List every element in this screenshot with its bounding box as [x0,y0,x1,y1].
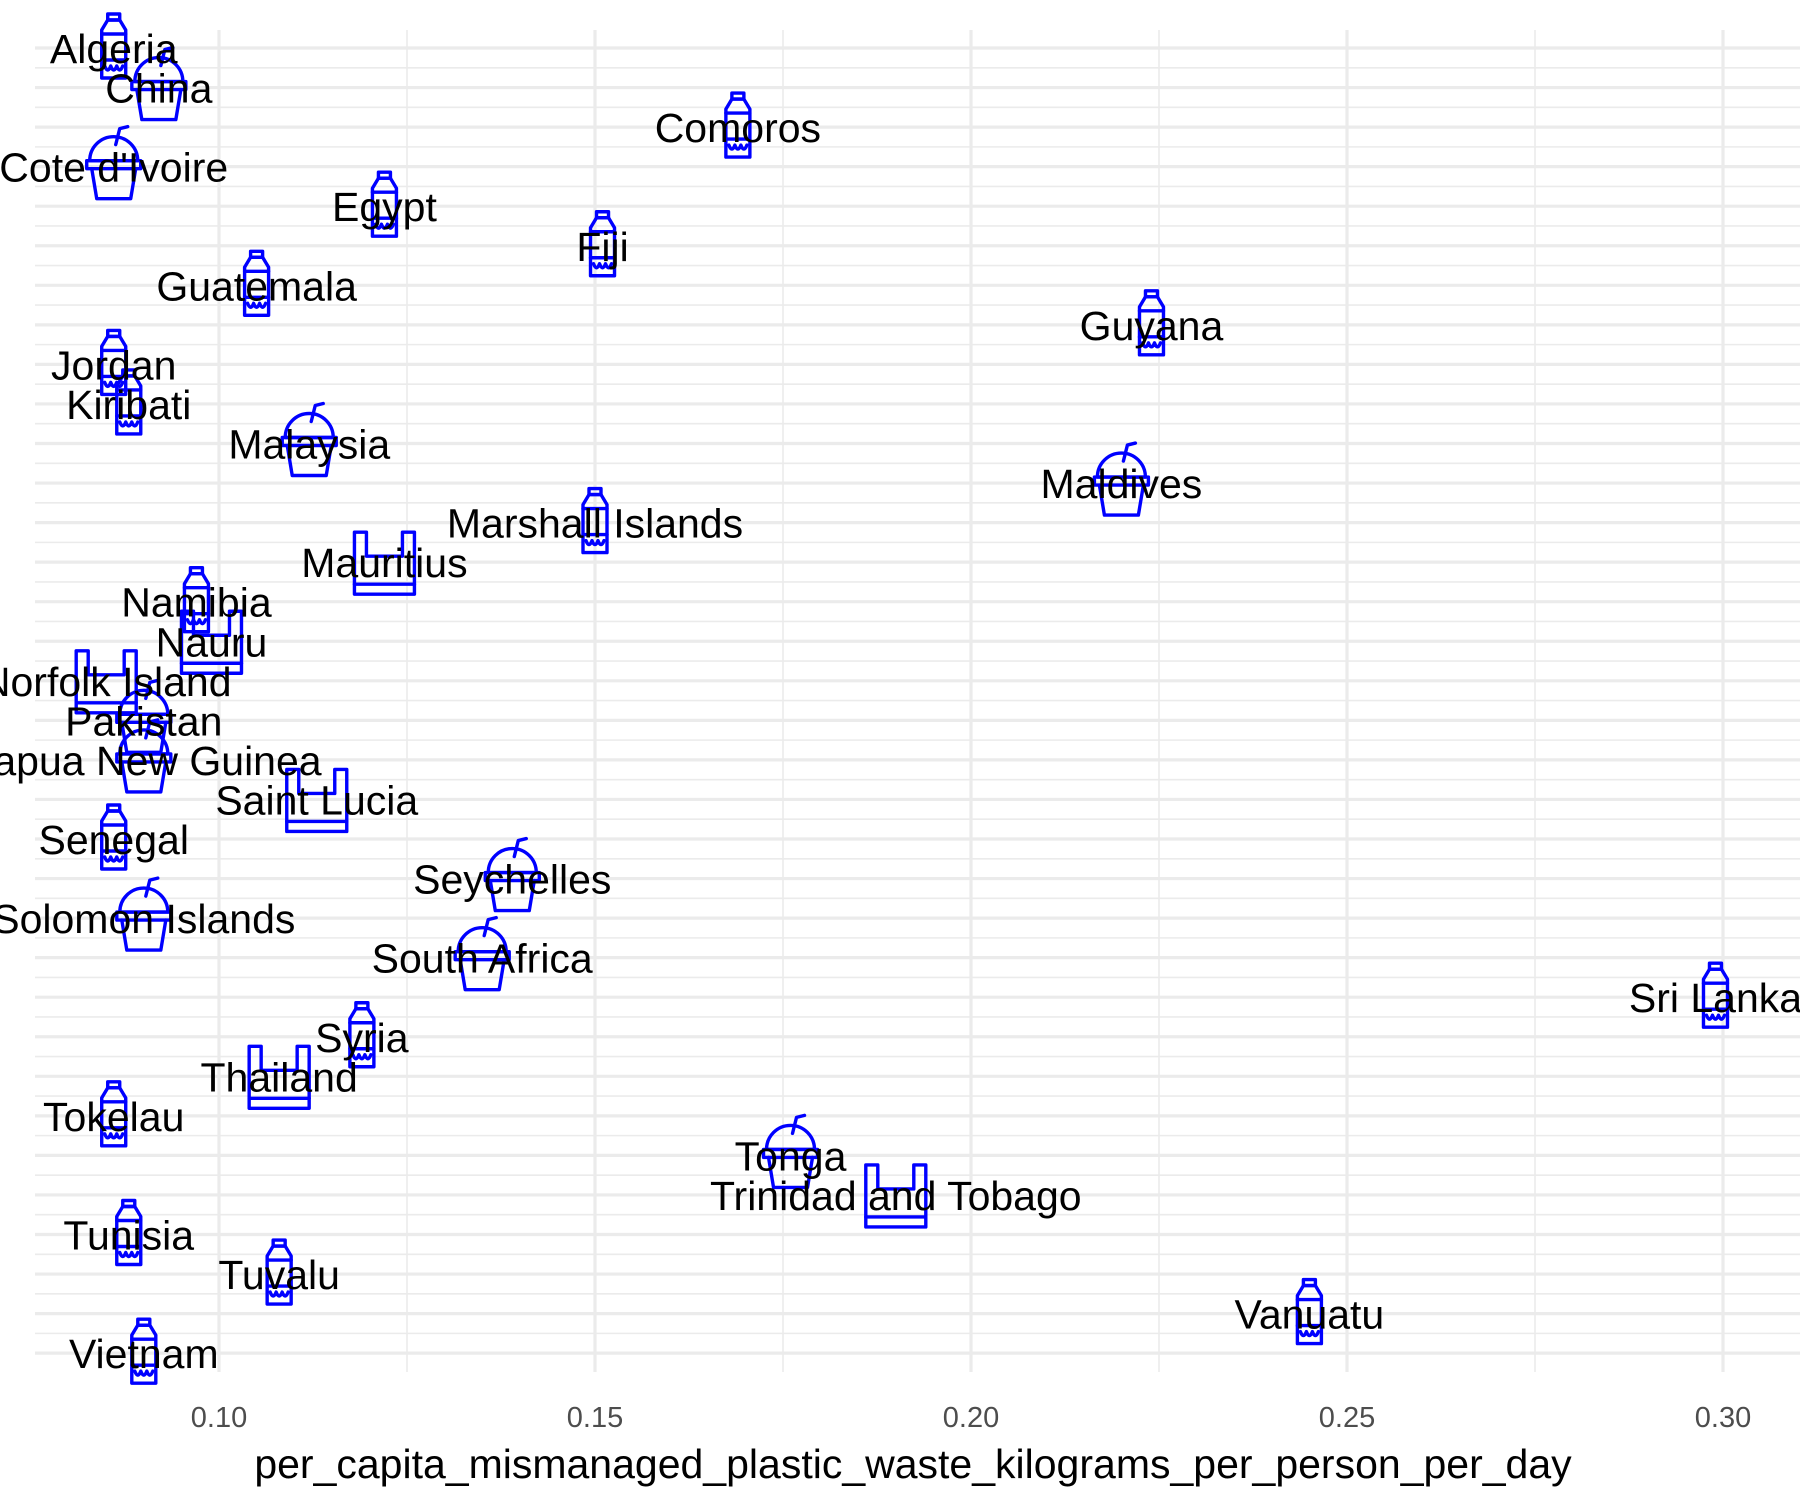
point-label: Cote d'Ivoire [0,145,228,191]
bottle-icon [724,91,752,159]
bottle-icon [242,249,271,317]
point-label: Vietnam [69,1331,219,1377]
bottle-icon [100,328,128,397]
point-label: Maldives [1041,461,1203,507]
cup-icon [85,124,143,201]
bottle-icon [370,170,399,238]
bottle-icon [1701,961,1730,1029]
bottle-icon [348,1001,376,1069]
cup-icon [1092,441,1151,517]
x-tick-label: 0.10 [191,1402,247,1434]
cup-icon [453,915,511,992]
bottle-icon [115,1198,143,1267]
point-label: Papua New Guinea [0,738,322,784]
bag-icon [864,1163,928,1229]
point-label: Tunisia [63,1213,194,1259]
point-label: Seychelles [413,857,611,903]
cup-icon [115,718,173,794]
point-label: Tonga [735,1133,847,1179]
bag-icon [74,649,138,715]
cup-icon [280,401,338,478]
grid-layer [35,30,1800,1372]
bottle-icon [588,210,617,278]
point-label: Solomon Islands [0,896,295,942]
bag-icon [247,1044,311,1111]
bag-icon [285,767,349,834]
point-label: Norfolk Island [0,659,232,705]
point-label: Vanuatu [1235,1292,1385,1338]
bottle-icon [100,12,128,80]
bottle-icon [115,368,143,436]
bag-icon [179,609,244,675]
bottle-icon [265,1238,293,1306]
point-label: Algeria [50,26,178,72]
x-axis: 0.10 0.15 0.20 0.25 0.30 [191,1402,1751,1434]
point-label: Mauritius [301,540,467,586]
point-label: Saint Lucia [215,777,418,823]
cup-icon [130,45,188,122]
x-tick-label: 0.25 [1319,1402,1375,1434]
point-label: Thailand [201,1054,358,1100]
bottle-icon [130,1317,158,1385]
bag-icon [352,530,417,596]
bottle-icon [1137,289,1166,357]
cup-icon [761,1113,820,1190]
x-tick-label: 0.20 [943,1402,999,1434]
point-label: South Africa [372,936,593,982]
point-label: Nauru [156,619,268,665]
point-label: Namibia [121,580,272,626]
point-label: Syria [315,1015,409,1061]
bottle-icon [1295,1277,1324,1346]
point-label: Jordan [51,342,176,388]
point-label: Sri Lanka [1629,975,1800,1021]
point-label: Guyana [1080,303,1224,349]
point-label: Pakistan [65,698,222,744]
cup-icon [483,836,541,913]
point-label: Egypt [332,184,437,230]
x-tick-label: 0.15 [567,1402,623,1434]
bottle-icon [100,1080,128,1148]
points-layer [74,12,1730,1385]
x-tick-label: 0.30 [1695,1402,1751,1434]
point-label: Fiji [576,224,628,270]
point-label: Tuvalu [218,1252,340,1298]
point-label: Comoros [655,105,821,151]
point-label: Malaysia [228,422,390,468]
cup-icon [115,876,173,952]
point-label: Senegal [38,817,188,863]
point-label: Marshall Islands [447,501,743,547]
point-label: Tokelau [43,1094,184,1140]
x-axis-title: per_capita_mismanaged_plastic_waste_kilo… [254,1441,1572,1487]
point-label: Guatemala [156,263,357,309]
point-label: China [105,66,212,112]
bottle-icon [182,566,211,634]
bottle-icon [100,803,128,871]
point-label: Kiribati [66,382,191,428]
bottle-icon [581,486,609,555]
point-label: Trinidad and Tobago [710,1173,1082,1219]
